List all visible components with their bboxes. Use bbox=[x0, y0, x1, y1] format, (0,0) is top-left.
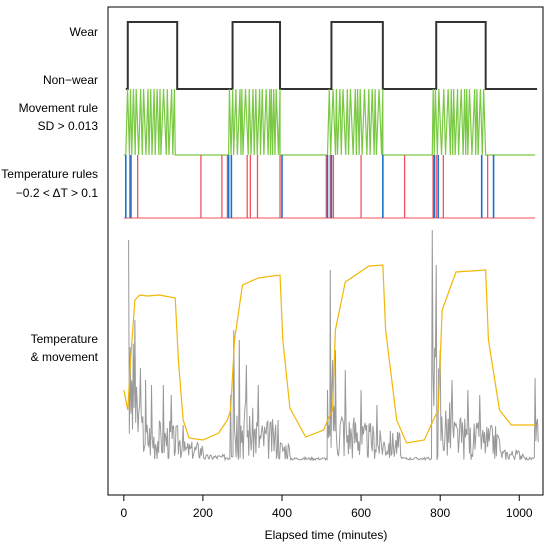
x-tick-label: 0 bbox=[120, 506, 127, 520]
temperature-series bbox=[123, 264, 536, 444]
x-tick-label: 1000 bbox=[506, 506, 533, 520]
movement-series bbox=[128, 229, 539, 462]
label-movement-threshold: SD > 0.013 bbox=[38, 119, 99, 133]
label-and-movement: & movement bbox=[31, 350, 99, 364]
x-tick-label: 400 bbox=[272, 506, 292, 520]
movement-rule-trace bbox=[123, 88, 536, 156]
label-wear: Wear bbox=[70, 25, 98, 39]
label-temperature-threshold: −0.2 < ΔT > 0.1 bbox=[16, 186, 99, 200]
x-tick-label: 200 bbox=[193, 506, 213, 520]
plot-frame bbox=[107, 6, 544, 496]
x-tick-label: 800 bbox=[430, 506, 450, 520]
label-movement-rule: Movement rule bbox=[19, 101, 99, 115]
wear-trace bbox=[125, 21, 538, 90]
label-temperature: Temperature bbox=[31, 332, 99, 346]
x-axis-title: Elapsed time (minutes) bbox=[265, 528, 388, 542]
label-temperature-rules: Temperature rules bbox=[1, 167, 98, 181]
label-nonwear: Non−wear bbox=[43, 73, 98, 87]
x-tick-label: 600 bbox=[351, 506, 371, 520]
